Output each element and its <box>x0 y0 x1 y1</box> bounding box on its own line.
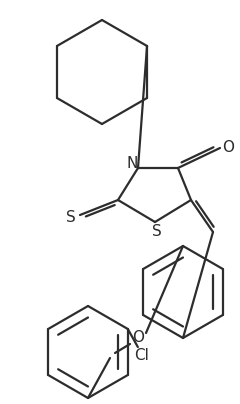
Text: O: O <box>222 141 234 156</box>
Text: S: S <box>152 225 162 240</box>
Text: Cl: Cl <box>134 347 149 362</box>
Text: S: S <box>66 210 76 225</box>
Text: O: O <box>132 330 144 345</box>
Text: N: N <box>126 156 138 170</box>
